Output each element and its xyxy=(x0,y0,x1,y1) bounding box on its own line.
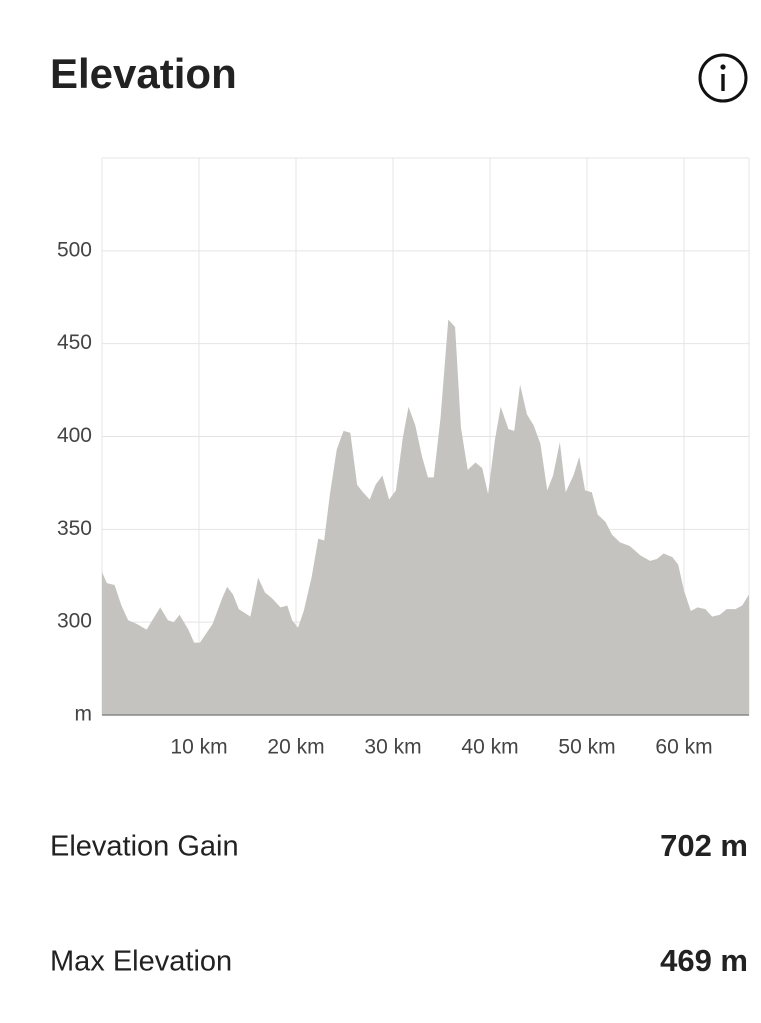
info-dot xyxy=(720,64,726,70)
stat-label: Elevation Gain xyxy=(50,831,239,863)
x-tick-label: 10 km xyxy=(170,736,227,759)
stat-value: 469 m xyxy=(660,943,748,978)
y-tick-label: m xyxy=(75,703,93,726)
title: Elevation xyxy=(50,50,237,97)
x-tick-label: 60 km xyxy=(655,736,712,759)
info-icon xyxy=(698,53,748,103)
y-tick-label: 450 xyxy=(57,331,92,354)
chart: m 300 350 400 450 500 10 km 20 km 30 km 40 km 50 k… xyxy=(57,157,750,759)
x-tick-label: 50 km xyxy=(558,736,615,759)
elevation-area xyxy=(102,319,749,715)
x-tick-label: 40 km xyxy=(461,736,518,759)
stat-label: Max Elevation xyxy=(50,946,232,978)
y-tick-label: 300 xyxy=(57,610,92,633)
y-tick-label: 500 xyxy=(57,238,92,261)
y-tick-label: 400 xyxy=(57,424,92,447)
stat-value: 702 m xyxy=(660,828,748,863)
info-button[interactable] xyxy=(698,53,748,103)
x-tick-label: 30 km xyxy=(364,736,421,759)
y-tick-label: 350 xyxy=(57,517,92,540)
x-tick-label: 20 km xyxy=(267,736,324,759)
